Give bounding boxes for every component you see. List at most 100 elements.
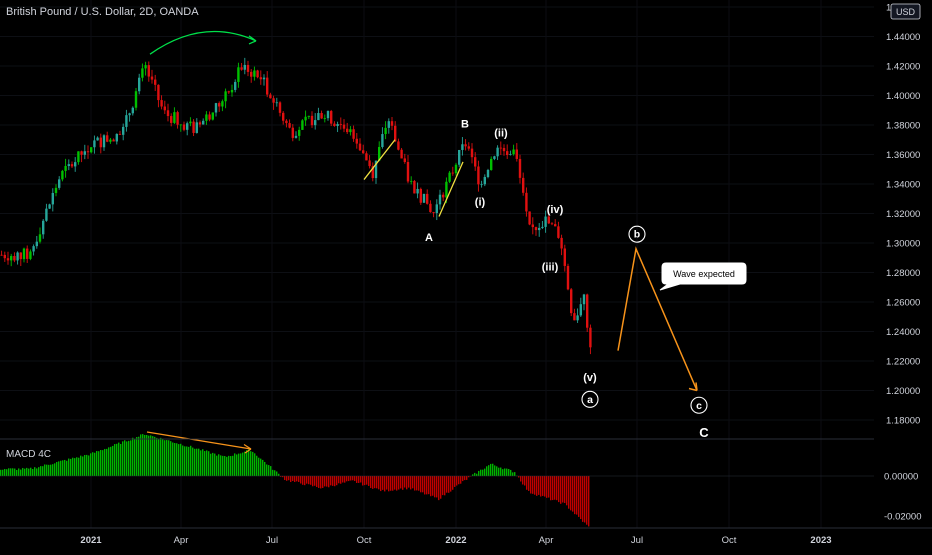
macd-bar <box>170 441 172 476</box>
candle-body <box>227 91 230 93</box>
candle-body <box>106 135 109 142</box>
macd-bar <box>474 472 476 476</box>
macd-bar <box>200 450 202 476</box>
macd-bar <box>214 453 216 476</box>
macd-bar <box>78 457 80 476</box>
macd-bar <box>180 443 182 476</box>
wave-circle <box>690 396 708 414</box>
macd-bar <box>304 476 306 486</box>
candle-body <box>250 71 253 77</box>
candle-body <box>435 204 438 214</box>
candle-body <box>29 251 32 259</box>
candle-body <box>493 156 496 159</box>
candle-body <box>406 162 410 182</box>
candle-body <box>77 151 80 163</box>
candle-body <box>314 120 317 126</box>
wave-label: (i) <box>475 197 486 209</box>
candle-body <box>317 113 320 121</box>
candle-body <box>477 166 480 185</box>
candle-body <box>579 304 582 316</box>
price-tick-label: 1.42000 <box>886 62 920 73</box>
macd-bar <box>92 452 94 476</box>
macd-bar <box>452 476 454 490</box>
candle-body <box>355 138 358 144</box>
candle-body <box>301 120 304 130</box>
macd-bar <box>524 476 526 486</box>
macd-bar <box>406 476 408 490</box>
candle-body <box>234 81 237 90</box>
candle-body <box>560 237 563 249</box>
macd-bar <box>282 476 284 478</box>
candle-body <box>218 103 221 107</box>
macd-bar <box>362 476 364 486</box>
candle-body <box>416 188 419 194</box>
macd-bar <box>106 448 108 476</box>
candle-body <box>192 121 195 133</box>
macd-bar <box>234 453 236 476</box>
candle-body <box>93 140 96 148</box>
macd-bar <box>324 476 326 487</box>
macd-bar <box>436 476 438 498</box>
macd-bar <box>146 434 148 476</box>
macd-bar <box>458 476 460 485</box>
wave-circle-label: c <box>696 400 702 412</box>
macd-bar <box>88 455 90 476</box>
macd-bar <box>246 450 248 476</box>
macd-bar <box>394 476 396 490</box>
macd-bar <box>152 436 154 476</box>
macd-bar <box>134 438 136 476</box>
macd-bar <box>168 440 170 476</box>
macd-bar <box>388 476 390 492</box>
macd-bar <box>384 476 386 492</box>
candle-body <box>586 294 589 328</box>
price-tick-label: 1.40000 <box>886 91 920 102</box>
macd-bar <box>506 468 508 476</box>
macd-bar <box>210 453 212 476</box>
indicator-name: MACD 4C <box>6 449 51 460</box>
macd-bar <box>278 473 280 476</box>
candle-body <box>525 192 528 212</box>
candle-body <box>10 255 13 261</box>
time-tick-label: 2022 <box>445 535 466 546</box>
macd-bar <box>300 476 302 484</box>
candle-body <box>522 177 525 193</box>
candle-body <box>22 248 26 260</box>
macd-tick-label: -0.02000 <box>884 512 922 523</box>
candle-body <box>294 135 298 138</box>
candle-body <box>515 149 518 159</box>
candle-body <box>230 89 234 93</box>
macd-bar <box>228 455 230 476</box>
macd-bar <box>30 467 32 476</box>
wave-circle-label: b <box>634 229 640 241</box>
macd-bar <box>198 448 200 476</box>
macd-bar <box>462 476 464 482</box>
macd-bar <box>86 454 88 476</box>
macd-bar <box>364 476 366 486</box>
macd-bar <box>26 467 28 476</box>
price-tick-label: 1.18000 <box>886 416 920 427</box>
currency-badge[interactable]: USD <box>890 3 921 20</box>
macd-bar <box>124 440 126 476</box>
macd-bar <box>478 470 480 476</box>
macd-bar <box>142 434 144 476</box>
macd-bar <box>508 469 510 476</box>
curve-arrowhead <box>248 35 257 45</box>
macd-bar <box>154 436 156 476</box>
macd-bar <box>404 476 406 488</box>
macd-bar <box>420 476 422 493</box>
macd-bar <box>178 444 180 476</box>
macd-bar <box>28 468 30 476</box>
candle-body <box>182 124 186 130</box>
macd-bar <box>522 476 524 485</box>
macd-bar <box>480 469 482 476</box>
macd-bar <box>356 476 358 483</box>
candle-body <box>429 203 432 213</box>
candle-body <box>240 67 243 70</box>
candle-body <box>445 181 448 198</box>
macd-bar <box>48 464 50 476</box>
macd-bar <box>528 476 530 491</box>
macd-bar <box>534 476 536 495</box>
candle-body <box>83 151 86 155</box>
macd-bar <box>60 460 62 476</box>
